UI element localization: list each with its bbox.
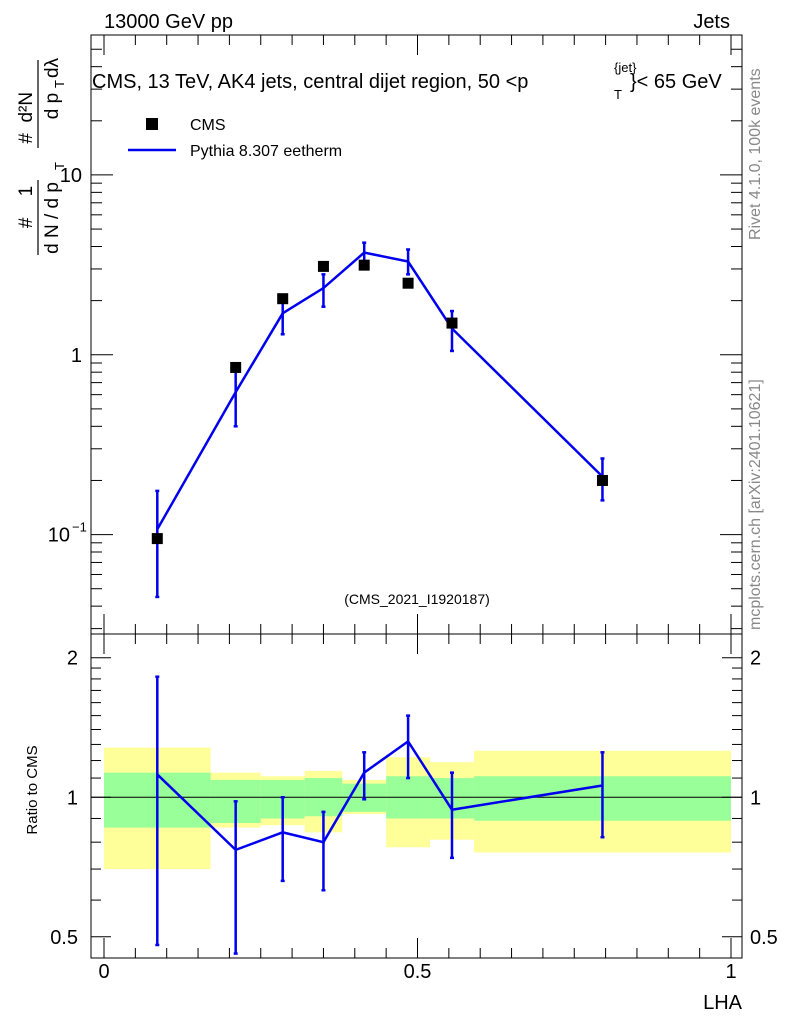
x-axis-label: LHA	[703, 992, 743, 1014]
cms-data-point	[446, 317, 458, 329]
chart-title-superscript: {jet}	[614, 60, 637, 75]
analysis-id: (CMS_2021_I1920187)	[344, 591, 490, 607]
main-y-tick-label: 10	[60, 165, 82, 187]
y-axis-label-ratio: Ratio to CMS	[24, 745, 41, 834]
x-tick-label: 0.5	[404, 961, 432, 983]
ratio-y-tick-label-right: 2	[750, 648, 761, 670]
ratio-y-tick-label-left: 2	[67, 648, 78, 670]
svg-text:dλ: dλ	[42, 57, 63, 78]
pythia-line	[156, 251, 604, 530]
ratio-y-tick-label-right: 0.5	[750, 927, 778, 949]
legend-cms-label: CMS	[190, 117, 226, 134]
ratio-pythia-line	[156, 739, 603, 852]
y-axis-label-text: # 1 # d²N	[16, 92, 37, 228]
ratio-bands	[91, 747, 742, 870]
cms-data-point	[358, 259, 370, 271]
ratio-series	[155, 675, 605, 955]
chart-title-subscript: T	[614, 87, 622, 102]
main-frame	[90, 34, 743, 635]
mcplots-label: mcplots.cern.ch [arXiv:2401.10621]	[747, 379, 764, 630]
y-axis-label-denominator-1: d N / d p	[42, 182, 63, 254]
ratio-axes: 0.5 0.5 1 1 2 2 0 0.5 1	[50, 633, 778, 983]
cms-data-point	[230, 361, 242, 373]
chart-title: CMS, 13 TeV, AK4 jets, central dijet reg…	[92, 71, 528, 93]
main-series	[151, 241, 608, 599]
main-y-tick-label: 10	[48, 525, 70, 547]
cms-data-point	[596, 474, 608, 486]
rivet-version-label: Rivet 4.1.0, 100k events	[747, 68, 764, 240]
x-tick-label: 0	[98, 961, 109, 983]
main-y-tick-exponent: −1	[72, 520, 87, 535]
svg-text:T: T	[52, 162, 67, 170]
ratio-y-tick-label-right: 1	[750, 787, 761, 809]
main-y-tick-label: 1	[71, 345, 82, 367]
legend-pythia-label: Pythia 8.307 eetherm	[190, 143, 342, 160]
x-tick-label: 1	[725, 961, 736, 983]
y-axis-label-denominator-2: d p	[42, 93, 63, 119]
cms-data-point	[402, 277, 414, 289]
ratio-frame	[90, 633, 743, 959]
chart-title-main: CMS, 13 TeV, AK4 jets, central dijet reg…	[92, 71, 528, 93]
chart-title-end: }< 65 GeV	[630, 71, 722, 93]
cms-data-point	[317, 260, 329, 272]
legend: CMS Pythia 8.307 eetherm	[128, 117, 342, 160]
cms-data-point	[277, 293, 289, 305]
category-label: Jets	[693, 11, 730, 33]
svg-text:T: T	[52, 80, 67, 88]
y-axis-label-main: # 1 # d²N d N / d p T d p T dλ	[16, 57, 67, 255]
cms-data-point	[151, 533, 163, 545]
ratio-y-tick-label-left: 1	[67, 787, 78, 809]
energy-label: 13000 GeV pp	[104, 11, 233, 33]
ratio-y-tick-label-left: 0.5	[50, 927, 78, 949]
legend-cms-marker	[146, 118, 158, 130]
